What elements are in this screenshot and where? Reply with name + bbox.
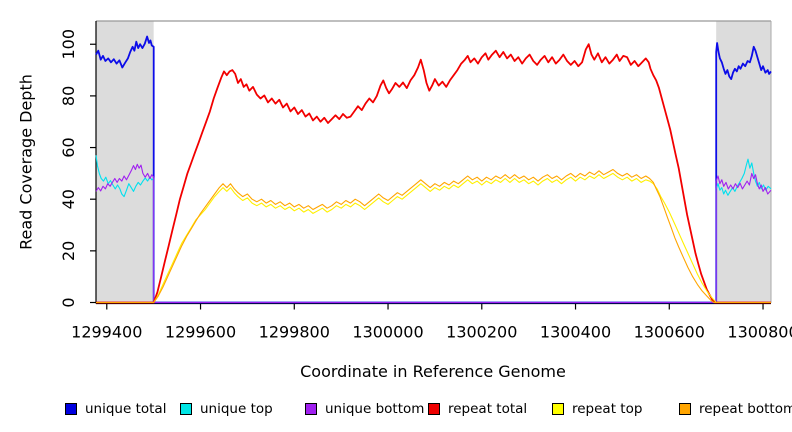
x-tick-label: 1300600 — [634, 323, 705, 342]
series-line-repeat-total — [96, 43, 771, 304]
series-line-unique-top — [95, 155, 772, 304]
series-line-repeat-bottom — [96, 168, 771, 304]
x-tick-label: 1300800 — [727, 323, 792, 342]
series-line-repeat-top — [96, 172, 771, 304]
x-tick-label: 1300400 — [540, 323, 611, 342]
y-tick-label: 40 — [59, 189, 78, 209]
legend-label: unique bottom — [325, 401, 425, 417]
legend-item-unique-bottom: unique bottom — [305, 400, 424, 418]
y-tick-label: 0 — [59, 297, 78, 307]
x-tick-label: 1299600 — [165, 323, 236, 342]
y-tick-label: 100 — [59, 29, 78, 60]
legend-label: repeat bottom — [699, 401, 792, 417]
y-tick-label: 20 — [59, 241, 78, 261]
legend-swatch-icon — [428, 403, 440, 415]
legend-item-repeat-top: repeat top — [552, 400, 642, 418]
y-axis-title: Read Coverage Depth — [16, 74, 36, 250]
x-tick-label: 1299400 — [71, 323, 142, 342]
y-tick-label: 60 — [59, 137, 78, 157]
legend-label: repeat top — [572, 401, 643, 417]
legend-item-repeat-bottom: repeat bottom — [679, 400, 792, 418]
x-tick-label: 1300000 — [352, 323, 423, 342]
legend-swatch-icon — [180, 403, 192, 415]
legend-label: repeat total — [448, 401, 528, 417]
x-tick-label: 1299800 — [259, 323, 330, 342]
x-axis-title: Coordinate in Reference Genome — [300, 362, 566, 381]
legend-item-unique-total: unique total — [65, 400, 166, 418]
legend-swatch-icon — [305, 403, 317, 415]
legend-label: unique total — [85, 401, 167, 417]
legend-swatch-icon — [552, 403, 564, 415]
legend-item-unique-top: unique top — [180, 400, 273, 418]
chart-legend: unique total unique top unique bottom repea… — [0, 400, 792, 422]
legend-item-repeat-total: repeat total — [428, 400, 527, 418]
series-line-unique-total — [95, 35, 772, 304]
legend-swatch-icon — [65, 403, 77, 415]
y-tick-label: 80 — [59, 86, 78, 106]
legend-swatch-icon — [679, 403, 691, 415]
legend-label: unique top — [200, 401, 273, 417]
x-tick-label: 1300200 — [446, 323, 517, 342]
shaded-region — [96, 21, 154, 303]
